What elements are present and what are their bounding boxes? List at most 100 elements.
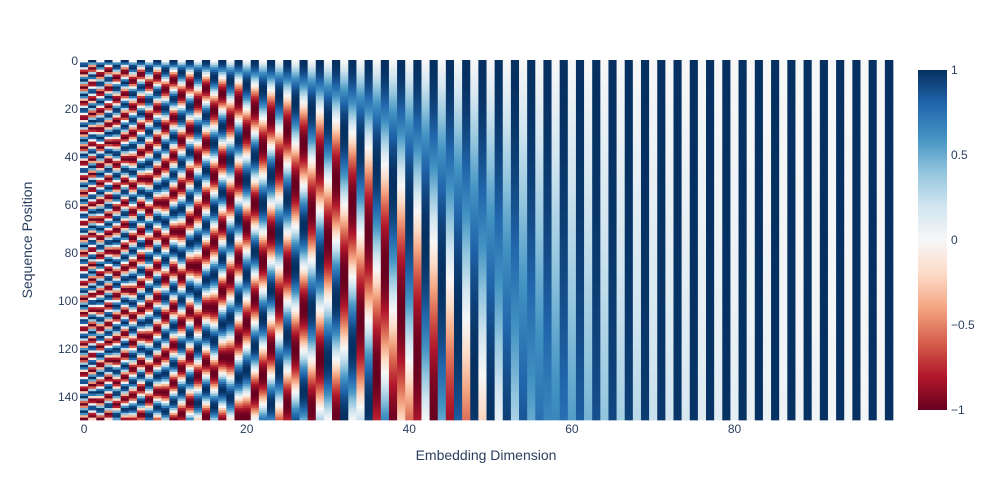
- heatmap-cell: [112, 84, 121, 87]
- heatmap-cell: [299, 165, 308, 169]
- heatmap-cell: [307, 129, 317, 133]
- heatmap-cell: [852, 105, 861, 109]
- heatmap-cell: [421, 136, 430, 140]
- heatmap-cell: [543, 156, 552, 159]
- heatmap-cell: [738, 122, 748, 126]
- heatmap-cell: [201, 144, 211, 147]
- heatmap-cell: [291, 91, 300, 94]
- heatmap-cell: [779, 127, 788, 130]
- heatmap-cell: [527, 100, 536, 104]
- heatmap-cell: [510, 160, 520, 164]
- heatmap-cell: [803, 62, 813, 66]
- heatmap-cell: [161, 67, 170, 70]
- heatmap-cell: [502, 108, 512, 111]
- heatmap-cell: [608, 177, 617, 181]
- heatmap-cell: [234, 91, 243, 94]
- heatmap-cell: [811, 160, 821, 164]
- heatmap-cell: [836, 136, 845, 140]
- heatmap-cell: [575, 156, 585, 159]
- heatmap-cell: [445, 158, 455, 162]
- heatmap-cell: [429, 105, 439, 109]
- heatmap-cell: [299, 93, 308, 97]
- heatmap-cell: [567, 110, 577, 114]
- heatmap-cell: [169, 64, 178, 68]
- heatmap-cell: [714, 93, 723, 97]
- heatmap-cell: [193, 117, 203, 121]
- heatmap-cell: [356, 151, 365, 154]
- heatmap-cell: [502, 100, 512, 104]
- heatmap-cell: [437, 134, 447, 138]
- heatmap-cell: [494, 122, 504, 126]
- heatmap-cell: [746, 76, 756, 80]
- heatmap-cell: [136, 79, 146, 82]
- heatmap-cell: [559, 88, 569, 92]
- heatmap-cell: [608, 146, 617, 150]
- heatmap-cell: [600, 120, 609, 123]
- heatmap-cell: [201, 170, 211, 174]
- heatmap-cell: [283, 146, 292, 150]
- heatmap-cell: [876, 69, 886, 73]
- heatmap-cell: [161, 76, 170, 80]
- heatmap-cell: [779, 168, 788, 171]
- heatmap-cell: [836, 120, 845, 123]
- heatmap-cell: [584, 177, 593, 181]
- heatmap-cell: [616, 141, 626, 145]
- heatmap-cell: [787, 74, 796, 78]
- heatmap-cell: [673, 122, 682, 126]
- heatmap-cell: [616, 88, 626, 92]
- heatmap-cell: [275, 79, 284, 82]
- heatmap-cell: [80, 112, 89, 116]
- heatmap-cell: [632, 110, 642, 114]
- heatmap-cell: [746, 98, 756, 102]
- heatmap-cell: [364, 177, 374, 181]
- heatmap-cell: [348, 64, 357, 68]
- heatmap-cell: [258, 141, 268, 145]
- heatmap-cell: [860, 141, 869, 145]
- heatmap-cell: [104, 153, 113, 157]
- heatmap-cell: [437, 64, 447, 68]
- heatmap-cell: [136, 134, 146, 138]
- heatmap-cell: [819, 134, 829, 138]
- heatmap-cell: [592, 76, 601, 80]
- heatmap-cell: [429, 110, 439, 114]
- heatmap-cell: [722, 74, 731, 78]
- heatmap-cell: [291, 168, 300, 171]
- heatmap-cell: [242, 86, 252, 90]
- heatmap-cell: [169, 151, 178, 154]
- heatmap-cell: [405, 103, 414, 106]
- heatmap-cell: [616, 108, 626, 111]
- heatmap-cell: [868, 91, 878, 94]
- heatmap-cell: [608, 98, 617, 102]
- heatmap-cell: [543, 81, 552, 85]
- heatmap-cell: [836, 88, 845, 92]
- heatmap-cell: [218, 115, 227, 118]
- heatmap-cell: [266, 76, 276, 80]
- heatmap-cell: [210, 79, 219, 82]
- heatmap-cell: [372, 151, 382, 154]
- heatmap-cell: [584, 156, 593, 159]
- heatmap-cell: [177, 134, 187, 138]
- heatmap-cell: [80, 62, 89, 66]
- heatmap-cell: [884, 76, 894, 80]
- heatmap-cell: [299, 132, 308, 135]
- heatmap-cell: [600, 112, 609, 116]
- heatmap-cell: [201, 132, 211, 135]
- heatmap-cell: [380, 112, 390, 116]
- heatmap-cell: [616, 163, 626, 166]
- heatmap-cell: [153, 108, 162, 111]
- heatmap-cell: [616, 136, 626, 140]
- heatmap-cell: [868, 141, 878, 145]
- heatmap-cell: [730, 112, 739, 116]
- heatmap-cell: [364, 60, 374, 63]
- heatmap-cell: [372, 177, 382, 181]
- heatmap-cell: [681, 67, 691, 70]
- heatmap-cell: [502, 67, 512, 70]
- heatmap-cell: [250, 151, 260, 154]
- heatmap-cell: [771, 112, 780, 116]
- heatmap-cell: [819, 67, 829, 70]
- heatmap-cell: [136, 158, 146, 162]
- heatmap-cell: [275, 62, 284, 66]
- heatmap-cell: [242, 170, 252, 174]
- heatmap-cell: [608, 72, 617, 75]
- heatmap-cell: [193, 177, 203, 181]
